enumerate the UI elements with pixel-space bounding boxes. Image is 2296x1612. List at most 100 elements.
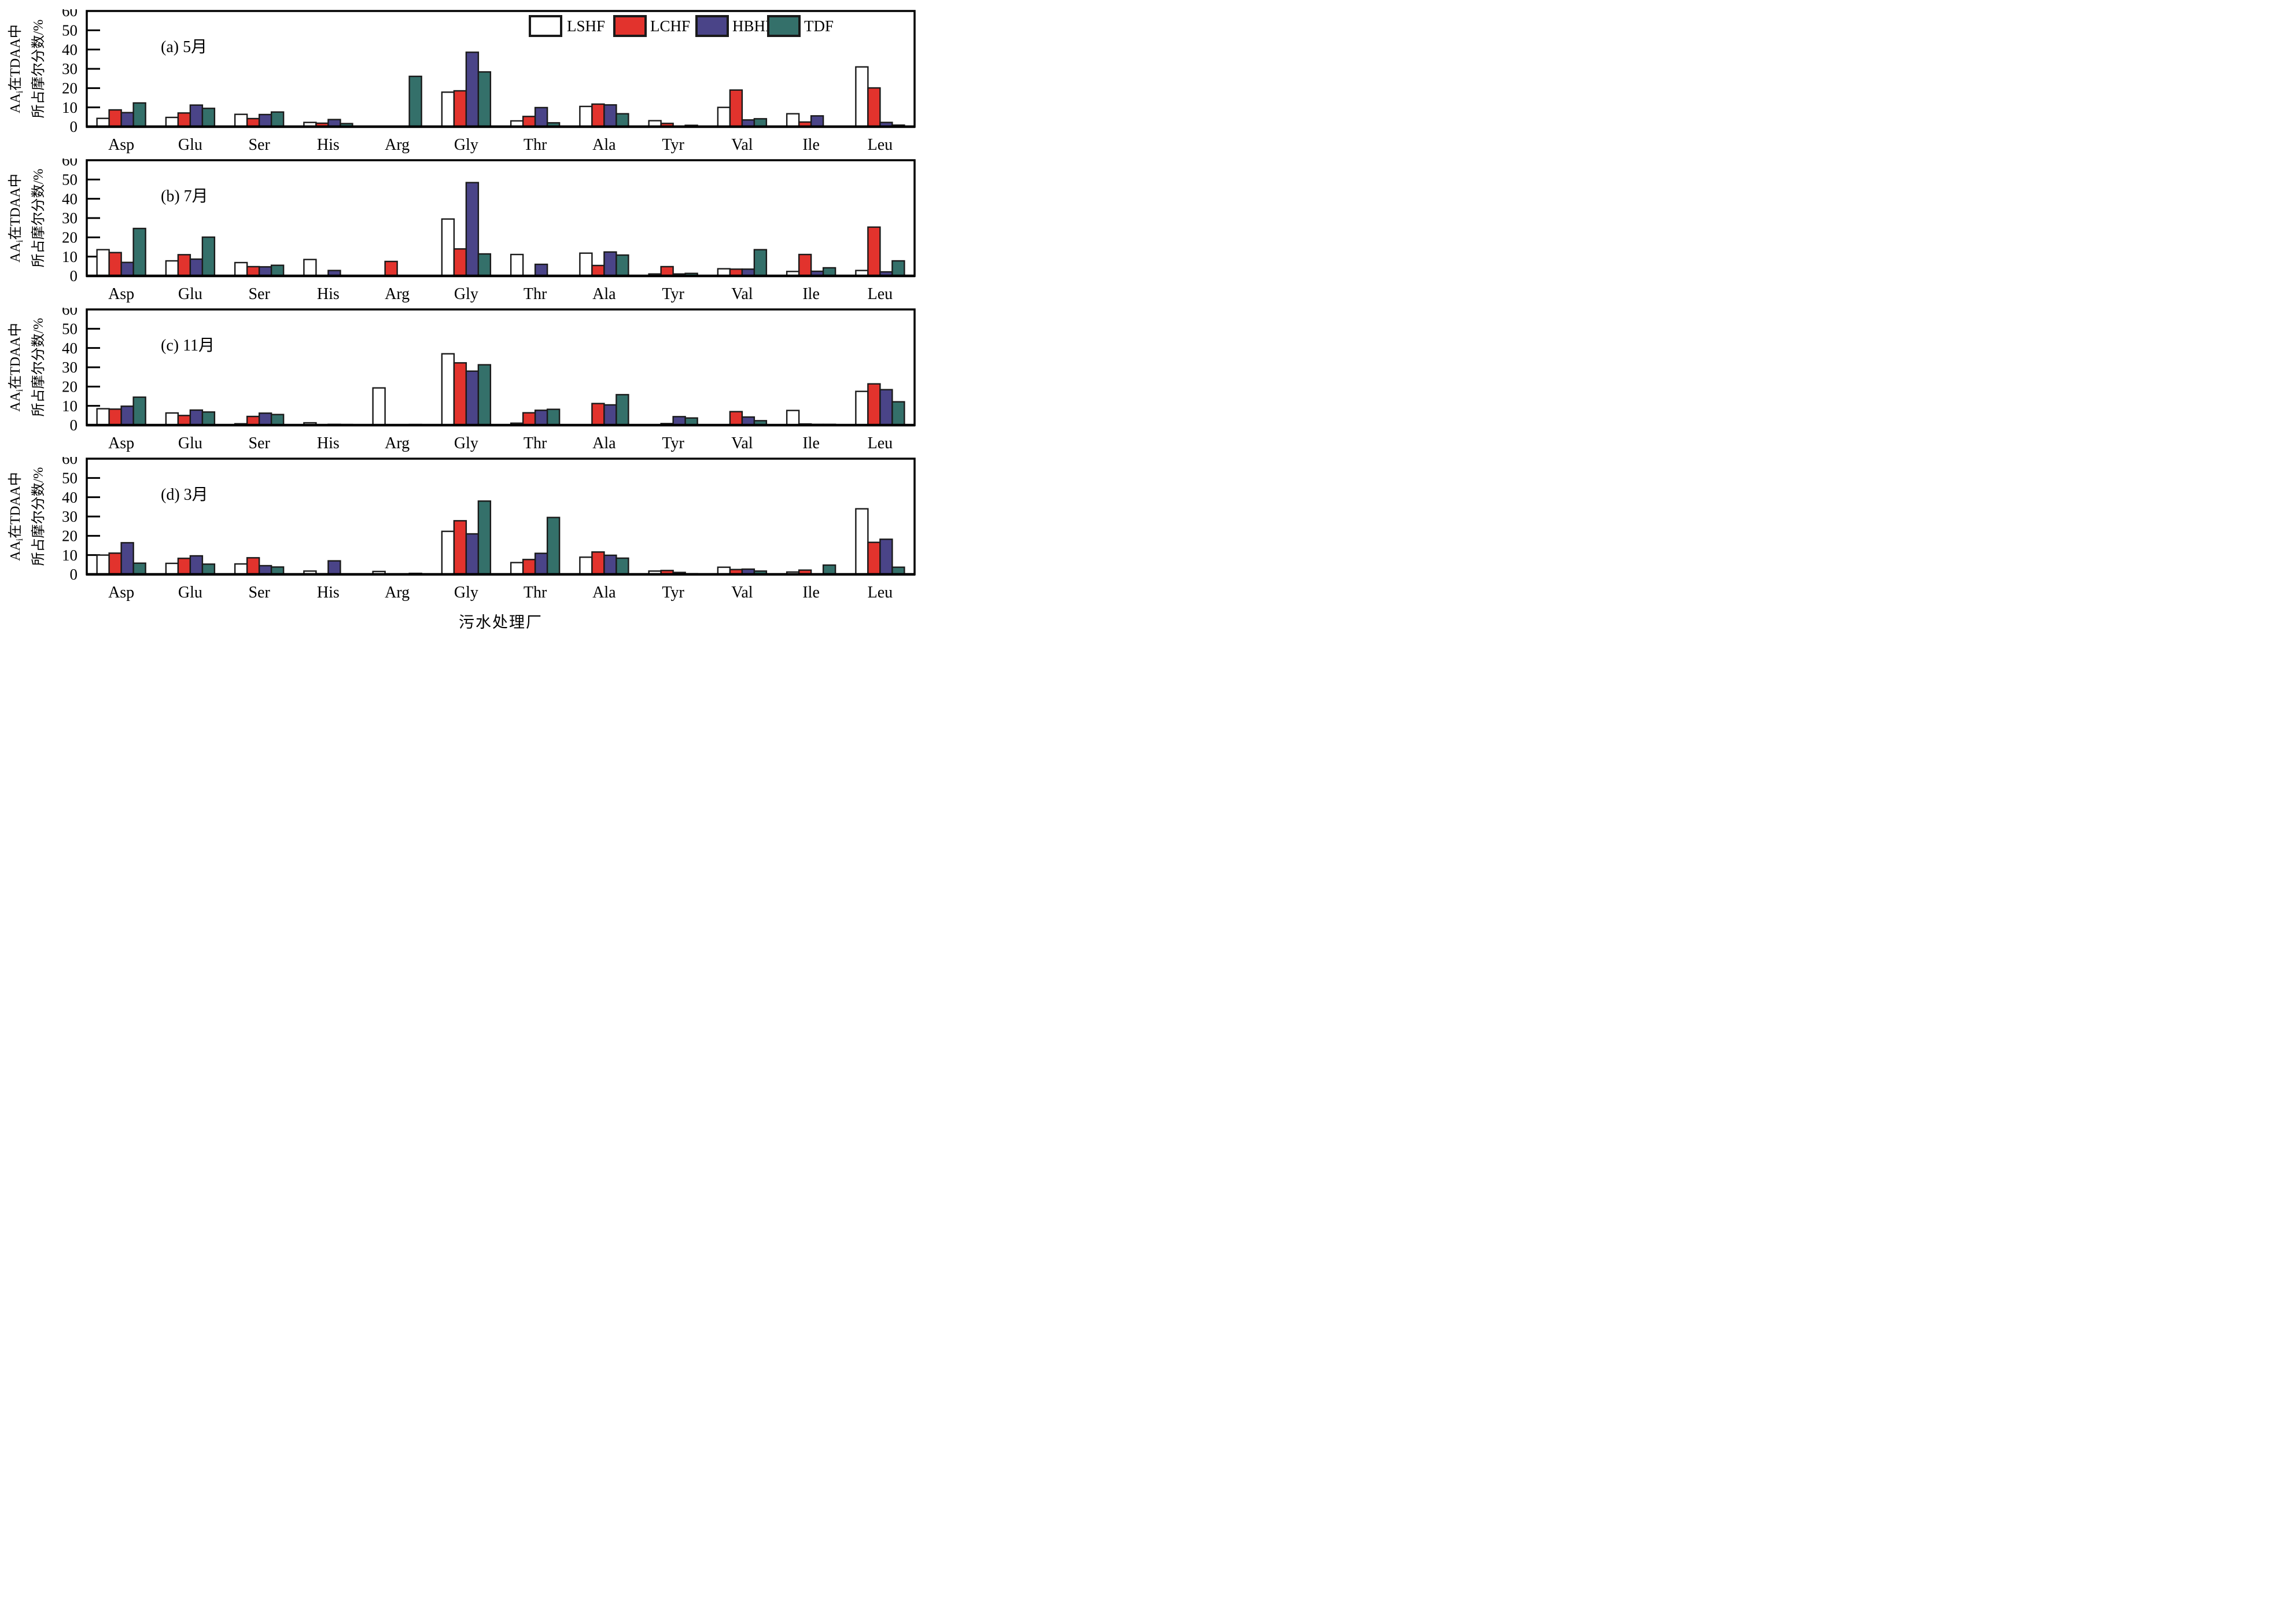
figure-amino-acid-mole-fraction: 0 10 20 30 40 50 60 AAi在TDAA中 所占摩尔分数/% (a) 5月 Asp G… — [0, 0, 919, 640]
bar-lshf-gly — [441, 91, 455, 128]
bar-lchf-ser — [246, 557, 260, 576]
bar-lshf-thr — [510, 253, 524, 277]
legend-swatch-tdf — [767, 15, 801, 37]
y-tick-label: 30 — [62, 60, 78, 78]
y-tick-label: 0 — [70, 118, 78, 135]
category-label-val: Val — [731, 285, 753, 303]
bar-lchf-ala — [591, 403, 605, 426]
bar-lchf-asp — [108, 552, 122, 576]
category-label-ser: Ser — [248, 584, 270, 602]
category-label-arg: Arg — [385, 434, 410, 452]
category-label-leu: Leu — [868, 285, 893, 303]
bar-hbhf-glu — [189, 104, 204, 128]
bar-lchf-leu — [867, 541, 881, 576]
panel-title-a: (a) 5月 — [161, 38, 207, 56]
category-label-leu: Leu — [868, 136, 893, 154]
bar-lshf-arg — [372, 387, 386, 426]
bar-tdf-gly — [477, 71, 492, 128]
category-label-ser: Ser — [248, 285, 270, 303]
panel-title-b: (b) 7月 — [161, 187, 208, 205]
bar-lchf-leu — [867, 383, 881, 426]
category-label-tyr: Tyr — [662, 434, 684, 452]
category-label-ala: Ala — [592, 285, 616, 303]
panel-title-d: (d) 3月 — [161, 486, 208, 504]
bar-lchf-tyr — [660, 265, 674, 277]
bar-lshf-ala — [579, 252, 593, 277]
bar-lchf-asp — [108, 252, 122, 277]
bar-lshf-asp — [96, 554, 110, 576]
bar-hbhf-leu — [879, 538, 893, 576]
bar-tdf-ala — [616, 557, 629, 576]
bar-lshf-leu — [855, 508, 869, 576]
chart-panel-d: 0 10 20 30 40 50 60 AAi在TDAA中 所占摩尔分数/% (d) 3月 Asp G… — [0, 450, 919, 606]
y-axis-label-line2: 所占摩尔分数/% — [31, 318, 46, 417]
legend-swatch-hbhf — [695, 15, 729, 37]
bar-lchf-gly — [453, 248, 467, 277]
category-label-glu: Glu — [178, 584, 202, 602]
x-axis-title: 污水处理厂 — [459, 614, 543, 631]
category-label-his: His — [317, 136, 340, 154]
y-tick-label: 40 — [62, 190, 78, 208]
bar-lchf-leu — [867, 226, 881, 277]
bar-hbhf-asp — [120, 542, 134, 576]
category-label-ile: Ile — [802, 136, 820, 154]
y-tick-label: 50 — [62, 320, 78, 338]
category-label-thr: Thr — [524, 136, 547, 154]
bar-lchf-gly — [453, 90, 467, 128]
category-label-asp: Asp — [108, 136, 134, 154]
bar-lshf-ala — [579, 556, 593, 576]
legend-label-tdf: TDF — [804, 17, 834, 35]
bar-lshf-val — [717, 106, 731, 128]
legend-swatch-lchf — [613, 15, 647, 37]
bar-lshf-ser — [234, 563, 248, 576]
y-axis-label-line2: 所占摩尔分数/% — [31, 169, 46, 268]
category-label-gly: Gly — [454, 434, 478, 452]
legend-label-lchf: LCHF — [650, 17, 690, 35]
category-label-glu: Glu — [178, 434, 202, 452]
y-tick-label: 10 — [62, 547, 78, 564]
bar-hbhf-ser — [258, 113, 272, 128]
bar-tdf-ala — [616, 254, 629, 277]
chart-panel-c: 0 10 20 30 40 50 60 AAi在TDAA中 所占摩尔分数/% (c) 11月 Asp… — [0, 301, 919, 457]
category-label-tyr: Tyr — [662, 136, 684, 154]
y-tick-label: 40 — [62, 489, 78, 506]
y-tick-label: 50 — [62, 171, 78, 189]
category-label-ile: Ile — [802, 434, 820, 452]
category-label-tyr: Tyr — [662, 285, 684, 303]
bar-tdf-ile — [822, 564, 836, 576]
bar-lchf-val — [729, 411, 743, 426]
bar-lshf-glu — [165, 116, 179, 128]
bar-lchf-glu — [177, 254, 191, 277]
y-tick-label: 40 — [62, 41, 78, 58]
bar-lchf-asp — [108, 109, 122, 128]
y-tick-label: 60 — [62, 9, 78, 20]
bar-tdf-leu — [891, 401, 905, 426]
bar-lchf-ala — [591, 551, 605, 576]
bar-hbhf-glu — [189, 409, 204, 426]
category-label-gly: Gly — [454, 136, 478, 154]
bar-lshf-leu — [855, 66, 869, 128]
y-tick-label: 30 — [62, 359, 78, 376]
bar-lchf-glu — [177, 558, 191, 576]
bar-lshf-glu — [165, 412, 179, 426]
bar-tdf-thr — [546, 517, 561, 576]
bar-hbhf-ser — [258, 266, 272, 277]
bar-lchf-asp — [108, 408, 122, 426]
bar-lchf-thr — [522, 116, 536, 128]
bar-lshf-gly — [441, 218, 455, 277]
bar-hbhf-asp — [120, 261, 134, 277]
chart-panel-a: 0 10 20 30 40 50 60 AAi在TDAA中 所占摩尔分数/% (a) 5月 Asp G… — [0, 2, 919, 158]
bar-tdf-ala — [616, 394, 629, 426]
bar-lshf-glu — [165, 562, 179, 576]
bar-tdf-gly — [477, 253, 492, 277]
bar-hbhf-gly — [465, 370, 480, 426]
bar-lshf-gly — [441, 530, 455, 576]
chart-panel-b: 0 10 20 30 40 50 60 AAi在TDAA中 所占摩尔分数/% (b) 7月 Asp G… — [0, 152, 919, 308]
bar-lchf-ser — [246, 265, 260, 277]
bar-lshf-thr — [510, 562, 524, 576]
y-tick-label: 10 — [62, 99, 78, 116]
y-tick-label: 40 — [62, 340, 78, 357]
bar-lshf-leu — [855, 390, 869, 426]
